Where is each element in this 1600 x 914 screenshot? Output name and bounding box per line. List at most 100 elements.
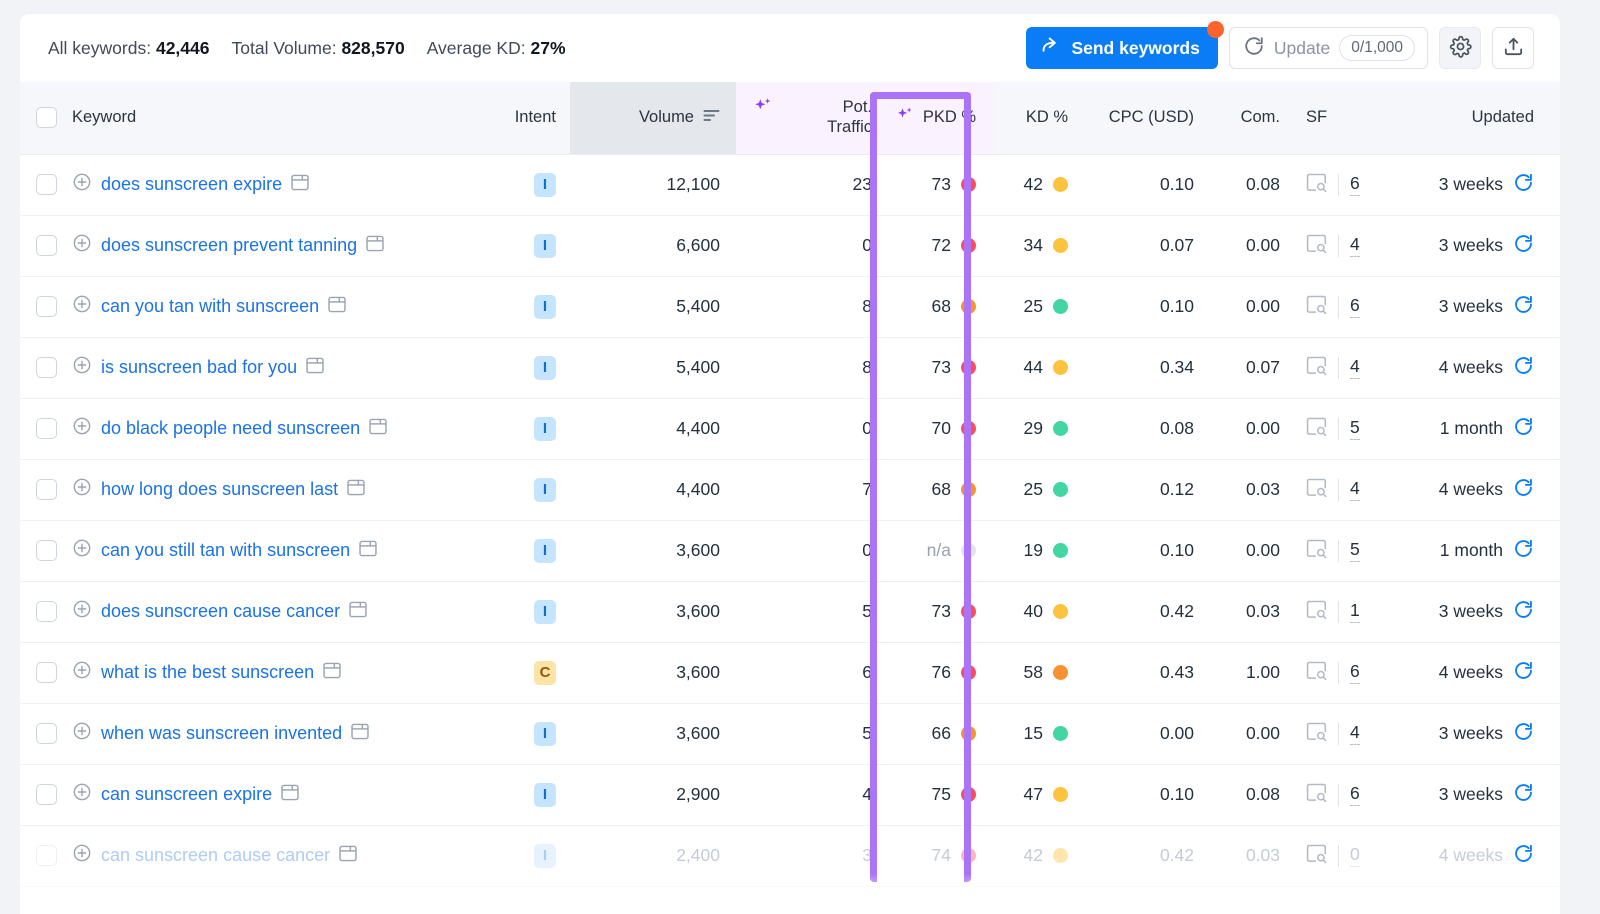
serp-features-icon[interactable] bbox=[1306, 844, 1327, 868]
header-updated[interactable]: Updated bbox=[1400, 82, 1560, 155]
keyword-link[interactable]: is sunscreen bad for you bbox=[101, 357, 298, 377]
header-kd[interactable]: KD % bbox=[994, 82, 1086, 155]
serp-features-count[interactable]: 6 bbox=[1350, 173, 1360, 196]
row-refresh-icon[interactable] bbox=[1513, 233, 1534, 259]
serp-preview-icon[interactable] bbox=[328, 296, 346, 318]
keyword-link[interactable]: when was sunscreen invented bbox=[101, 723, 343, 743]
intent-badge[interactable]: I bbox=[534, 477, 556, 502]
serp-preview-icon[interactable] bbox=[323, 662, 341, 684]
row-checkbox[interactable] bbox=[35, 479, 57, 501]
table-row[interactable]: can you tan with sunscreen I 5,400 8 68 25 0.1… bbox=[20, 276, 1560, 338]
row-checkbox[interactable] bbox=[35, 601, 57, 623]
intent-badge[interactable]: I bbox=[534, 721, 556, 746]
keyword-link[interactable]: does sunscreen prevent tanning bbox=[101, 235, 358, 255]
serp-preview-icon[interactable] bbox=[281, 784, 299, 806]
add-keyword-icon[interactable] bbox=[72, 416, 92, 441]
serp-features-icon[interactable] bbox=[1306, 356, 1327, 380]
serp-features-count[interactable]: 4 bbox=[1350, 234, 1360, 257]
keyword-link[interactable]: can you tan with sunscreen bbox=[101, 296, 320, 316]
add-keyword-icon[interactable] bbox=[72, 233, 92, 258]
keyword-link[interactable]: can sunscreen cause cancer bbox=[101, 845, 331, 865]
serp-features-count[interactable]: 0 bbox=[1350, 844, 1360, 867]
header-keyword[interactable]: Keyword bbox=[72, 82, 492, 155]
table-row[interactable]: can sunscreen cause cancer I 2,400 3 74 42 0.4… bbox=[20, 825, 1560, 887]
keyword-link[interactable]: what is the best sunscreen bbox=[101, 662, 315, 682]
serp-features-icon[interactable] bbox=[1306, 539, 1327, 563]
select-all-checkbox[interactable] bbox=[35, 107, 57, 129]
table-row[interactable]: is sunscreen bad for you I 5,400 8 73 44 0.34 0… bbox=[20, 337, 1560, 399]
serp-features-count[interactable]: 4 bbox=[1350, 356, 1360, 379]
serp-features-count[interactable]: 6 bbox=[1350, 661, 1360, 684]
serp-features-count[interactable]: 5 bbox=[1350, 417, 1360, 440]
serp-features-icon[interactable] bbox=[1306, 722, 1327, 746]
serp-features-count[interactable]: 5 bbox=[1350, 539, 1360, 562]
serp-features-count[interactable]: 4 bbox=[1350, 722, 1360, 745]
intent-badge[interactable]: I bbox=[534, 599, 556, 624]
row-refresh-icon[interactable] bbox=[1513, 477, 1534, 503]
intent-badge[interactable]: I bbox=[534, 294, 556, 319]
row-checkbox[interactable] bbox=[35, 235, 57, 257]
row-refresh-icon[interactable] bbox=[1513, 721, 1534, 747]
row-refresh-icon[interactable] bbox=[1513, 782, 1534, 808]
intent-badge[interactable]: I bbox=[534, 782, 556, 807]
export-button[interactable] bbox=[1492, 27, 1534, 69]
serp-features-icon[interactable] bbox=[1306, 661, 1327, 685]
serp-preview-icon[interactable] bbox=[366, 235, 384, 257]
serp-features-icon[interactable] bbox=[1306, 295, 1327, 319]
intent-badge[interactable]: I bbox=[534, 538, 556, 563]
row-refresh-icon[interactable] bbox=[1513, 843, 1534, 869]
keyword-link[interactable]: can you still tan with sunscreen bbox=[101, 540, 351, 560]
keyword-link[interactable]: can sunscreen expire bbox=[101, 784, 273, 804]
serp-features-count[interactable]: 1 bbox=[1350, 600, 1360, 623]
serp-preview-icon[interactable] bbox=[349, 601, 367, 623]
row-checkbox[interactable] bbox=[35, 662, 57, 684]
keyword-link[interactable]: do black people need sunscreen bbox=[101, 418, 361, 438]
serp-preview-icon[interactable] bbox=[351, 723, 369, 745]
add-keyword-icon[interactable] bbox=[72, 294, 92, 319]
row-refresh-icon[interactable] bbox=[1513, 294, 1534, 320]
serp-features-count[interactable]: 6 bbox=[1350, 295, 1360, 318]
add-keyword-icon[interactable] bbox=[72, 172, 92, 197]
intent-badge[interactable]: I bbox=[534, 355, 556, 380]
row-refresh-icon[interactable] bbox=[1513, 538, 1534, 564]
row-checkbox[interactable] bbox=[35, 784, 57, 806]
row-checkbox[interactable] bbox=[35, 723, 57, 745]
header-pkd[interactable]: PKD % bbox=[890, 82, 994, 155]
table-row[interactable]: can sunscreen expire I 2,900 4 75 47 0.10 0.08 6… bbox=[20, 764, 1560, 826]
settings-button[interactable] bbox=[1439, 27, 1481, 69]
keyword-link[interactable]: how long does sunscreen last bbox=[101, 479, 339, 499]
row-checkbox[interactable] bbox=[35, 540, 57, 562]
send-keywords-button[interactable]: Send keywords bbox=[1026, 21, 1224, 69]
serp-preview-icon[interactable] bbox=[359, 540, 377, 562]
header-sf[interactable]: SF bbox=[1292, 82, 1400, 155]
add-keyword-icon[interactable] bbox=[72, 782, 92, 807]
serp-features-icon[interactable] bbox=[1306, 417, 1327, 441]
header-com[interactable]: Com. bbox=[1212, 82, 1292, 155]
row-checkbox[interactable] bbox=[35, 357, 57, 379]
row-refresh-icon[interactable] bbox=[1513, 660, 1534, 686]
serp-preview-icon[interactable] bbox=[369, 418, 387, 440]
add-keyword-icon[interactable] bbox=[72, 843, 92, 868]
intent-badge[interactable]: C bbox=[534, 660, 556, 685]
serp-features-icon[interactable] bbox=[1306, 173, 1327, 197]
add-keyword-icon[interactable] bbox=[72, 599, 92, 624]
add-keyword-icon[interactable] bbox=[72, 721, 92, 746]
add-keyword-icon[interactable] bbox=[72, 355, 92, 380]
row-checkbox[interactable] bbox=[35, 845, 57, 867]
serp-preview-icon[interactable] bbox=[306, 357, 324, 379]
row-refresh-icon[interactable] bbox=[1513, 172, 1534, 198]
row-checkbox[interactable] bbox=[35, 174, 57, 196]
keyword-link[interactable]: does sunscreen cause cancer bbox=[101, 601, 341, 621]
row-checkbox[interactable] bbox=[35, 296, 57, 318]
table-row[interactable]: can you still tan with sunscreen I 3,600 0 n… bbox=[20, 520, 1560, 582]
update-button[interactable]: Update 0/1,000 bbox=[1228, 27, 1428, 69]
serp-features-icon[interactable] bbox=[1306, 783, 1327, 807]
header-pot-traffic[interactable]: Pot. Traffic bbox=[736, 82, 890, 155]
intent-badge[interactable]: I bbox=[534, 172, 556, 197]
row-checkbox[interactable] bbox=[35, 418, 57, 440]
row-refresh-icon[interactable] bbox=[1513, 355, 1534, 381]
serp-features-icon[interactable] bbox=[1306, 478, 1327, 502]
header-cpc[interactable]: CPC (USD) bbox=[1086, 82, 1212, 155]
table-row[interactable]: does sunscreen prevent tanning I 6,600 0 72 3… bbox=[20, 215, 1560, 277]
serp-preview-icon[interactable] bbox=[291, 174, 309, 196]
